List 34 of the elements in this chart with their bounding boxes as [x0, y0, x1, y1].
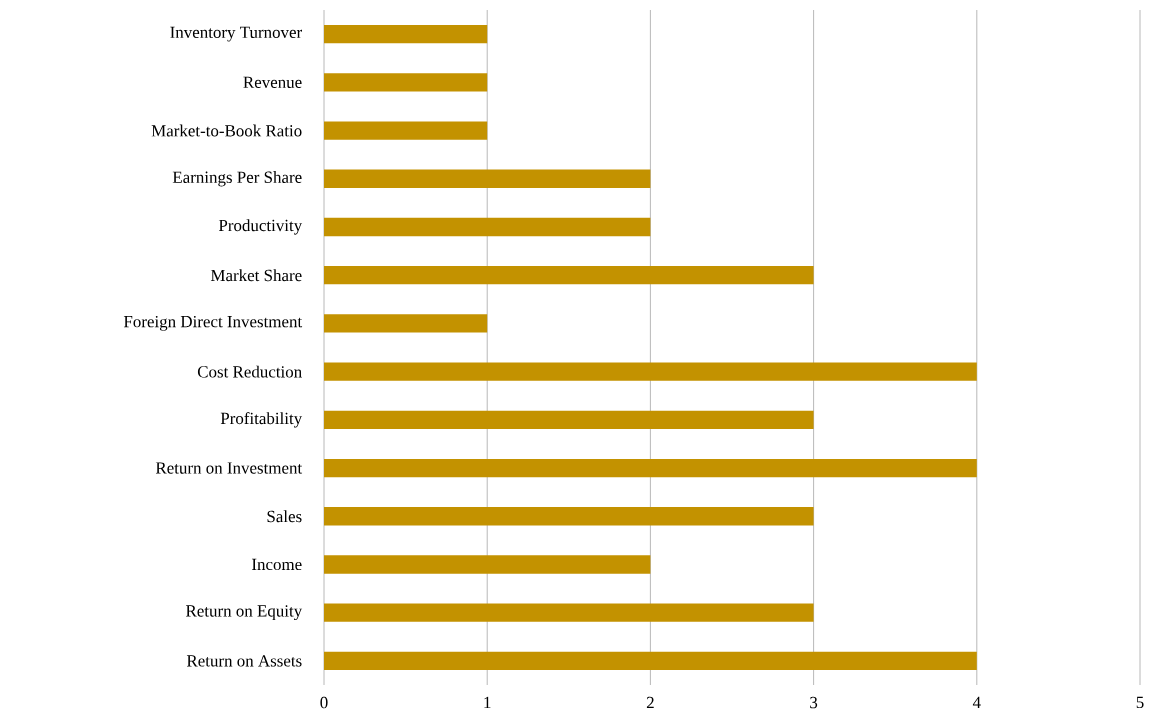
bar: [324, 314, 488, 333]
y-tick-label: Cost Reduction: [197, 365, 302, 378]
y-tick-label: Earnings Per Share: [172, 171, 302, 187]
y-tick-label: Income: [251, 558, 302, 571]
y-tick-label: Productivity: [218, 219, 303, 235]
x-tick-label: 2: [646, 696, 654, 709]
bar: [324, 169, 651, 188]
y-tick-label: Inventory Turnover: [170, 26, 303, 42]
x-tick-label: 4: [972, 696, 981, 708]
bar: [324, 651, 977, 671]
y-tick-label: Sales: [267, 510, 302, 523]
y-tick-label: Market Share: [210, 269, 302, 282]
bar: [324, 507, 814, 526]
y-tick-label: Profitability: [220, 412, 303, 428]
bar: [324, 266, 814, 285]
bar: [324, 458, 977, 478]
bar: [324, 603, 814, 622]
y-tick-label: Foreign Direct Investment: [123, 315, 303, 331]
bar: [324, 24, 488, 44]
x-tick-label: 5: [1136, 696, 1144, 709]
bar: [324, 73, 488, 92]
bar: [324, 217, 651, 237]
y-tick-label: Market-to-Book Ratio: [151, 124, 302, 137]
x-tick-label: 0: [320, 696, 328, 709]
y-tick-label: Return on Investment: [155, 462, 303, 474]
bar: [324, 555, 651, 574]
y-tick-label: Return on Equity: [185, 605, 303, 621]
x-tick-label: 3: [810, 696, 818, 709]
bar: [324, 410, 814, 429]
bar: [324, 121, 488, 140]
x-tick-label: 1: [484, 696, 491, 709]
bar: [324, 362, 977, 381]
y-tick-label: Return on Assets: [186, 655, 302, 667]
y-tick-label: Revenue: [243, 76, 302, 88]
